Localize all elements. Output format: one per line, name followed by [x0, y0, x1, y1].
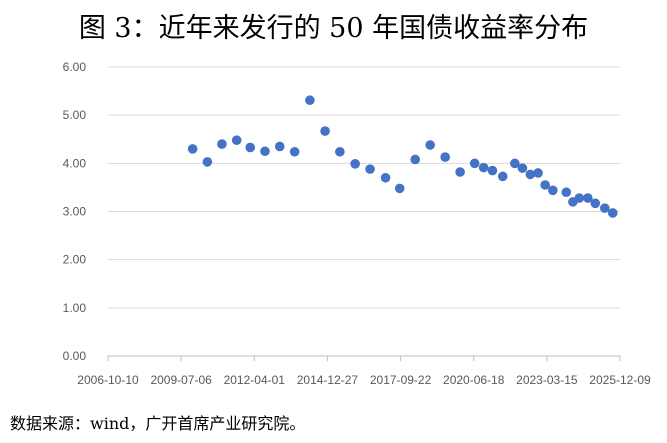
grid-lines [108, 66, 620, 357]
x-tick-label: 2006-10-10 [77, 373, 139, 387]
y-tick-label: 0.00 [63, 349, 87, 363]
data-points [187, 95, 618, 218]
x-tick-label: 2020-06-18 [443, 373, 505, 387]
data-point [260, 146, 270, 157]
data-point [440, 152, 450, 162]
data-point [497, 171, 508, 182]
data-point [487, 165, 498, 176]
data-point [469, 158, 480, 169]
data-point [525, 169, 536, 180]
x-tick-label: 2014-12-27 [297, 373, 359, 387]
x-tick-label: 2017-09-22 [370, 373, 432, 387]
data-point [217, 139, 227, 149]
data-point [510, 158, 520, 169]
data-point [455, 167, 465, 177]
data-point [320, 126, 330, 136]
data-point [574, 193, 585, 203]
data-point [202, 157, 213, 167]
data-point [533, 168, 543, 178]
data-point [335, 146, 345, 157]
data-point [540, 180, 550, 190]
data-point [590, 198, 601, 209]
y-tick-label: 5.00 [63, 108, 87, 122]
data-point [410, 154, 421, 165]
y-axis-ticks: 0.00 1.00 2.00 3.00 4.00 5.00 6.00 [63, 60, 87, 363]
y-tick-label: 4.00 [63, 156, 87, 170]
data-point [231, 135, 242, 146]
data-point [187, 144, 198, 154]
data-point [350, 159, 360, 169]
data-point [274, 141, 285, 152]
data-point [517, 163, 528, 173]
data-point [289, 146, 300, 157]
y-tick-label: 6.00 [63, 60, 87, 74]
data-point [380, 172, 391, 183]
x-axis-ticks: 2006-10-10 2009-07-06 2012-04-01 2014-12-27… [77, 356, 651, 387]
data-point [394, 183, 405, 194]
data-point [305, 95, 315, 106]
x-tick-label: 2009-07-06 [150, 373, 212, 387]
y-tick-label: 1.00 [63, 301, 87, 315]
y-tick-label: 3.00 [63, 205, 87, 219]
data-point [599, 203, 610, 213]
data-point [478, 162, 489, 173]
y-tick-label: 2.00 [63, 253, 87, 267]
data-point [561, 187, 572, 198]
data-source: 数据来源：wind，广开首席产业研究院。 [10, 414, 306, 433]
data-point [548, 185, 558, 196]
data-point [365, 164, 375, 174]
data-point [607, 208, 618, 218]
x-tick-label: 2012-04-01 [224, 373, 286, 387]
data-point [245, 142, 255, 153]
data-point [583, 193, 593, 203]
data-point [425, 140, 435, 150]
x-tick-label: 2025-12-09 [589, 373, 651, 387]
chart-title: 图 3：近年来发行的 50 年国债收益率分布 [78, 13, 589, 44]
x-tick-label: 2023-03-15 [516, 373, 578, 387]
